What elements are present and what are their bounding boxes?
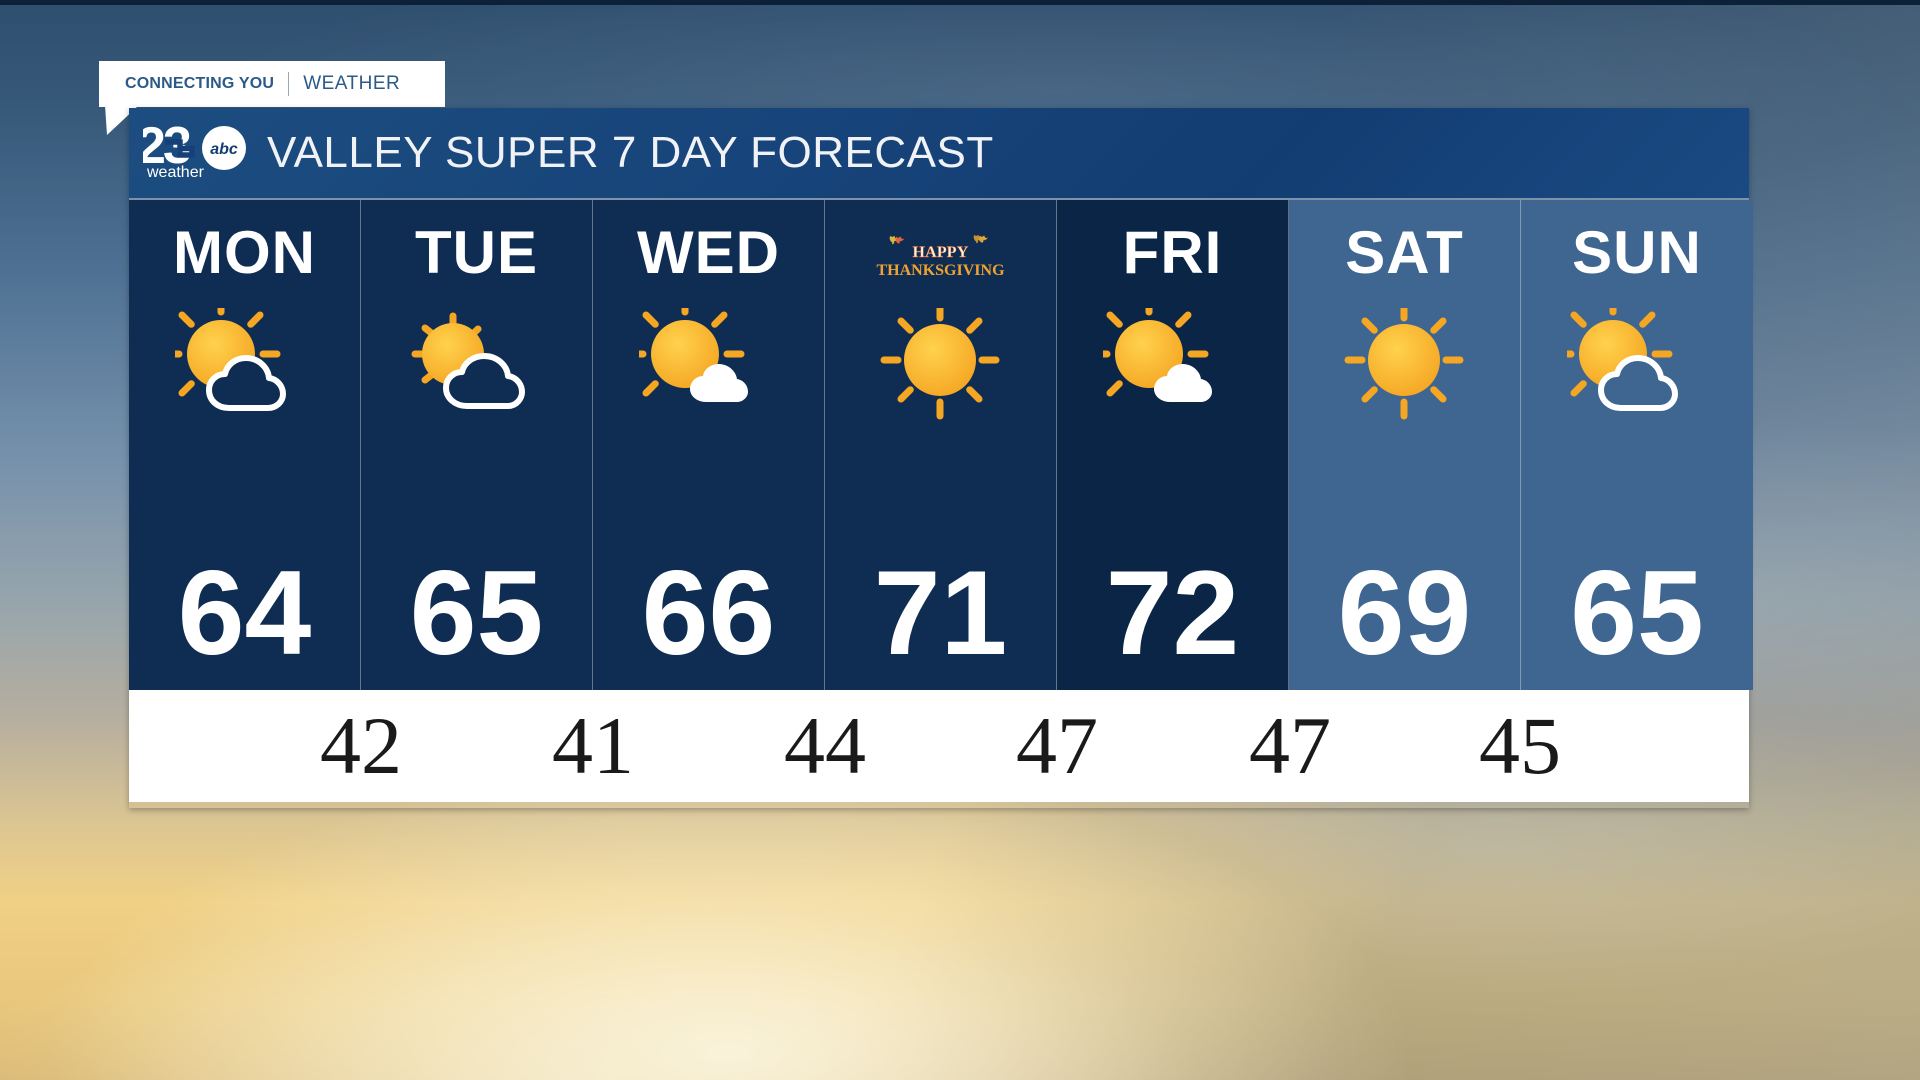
svg-text:abc: abc — [210, 141, 238, 158]
